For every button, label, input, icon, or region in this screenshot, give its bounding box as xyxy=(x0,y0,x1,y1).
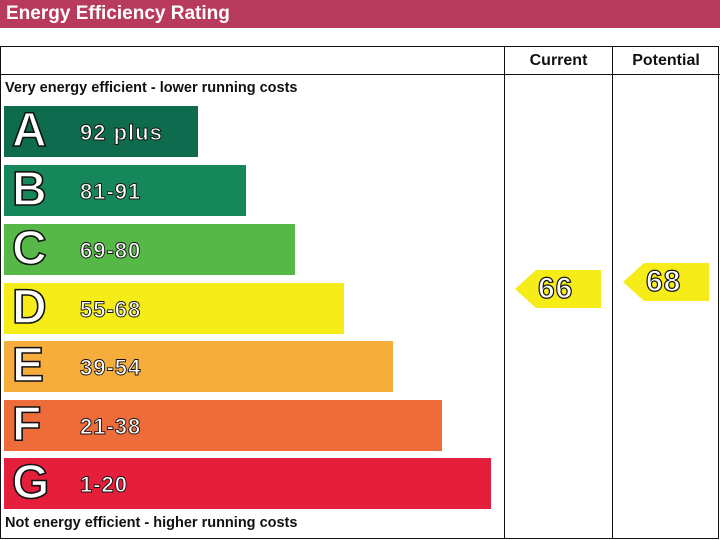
potential-rating-arrow: 68 xyxy=(623,263,709,301)
band-g-letter: G xyxy=(11,455,50,510)
band-f: F 21-38 xyxy=(4,397,442,452)
band-f-letter: F xyxy=(11,397,42,452)
band-e: E 39-54 xyxy=(4,338,393,393)
band-a-letter: A xyxy=(11,103,47,158)
arrow-potential-shape xyxy=(623,263,709,301)
arrow-current-polygon xyxy=(515,270,601,308)
potential-column-header: Potential xyxy=(632,52,700,69)
chart-title: Energy Efficiency Rating xyxy=(0,0,720,28)
band-d-letter: D xyxy=(11,280,47,335)
arrow-current-shape xyxy=(515,270,601,308)
bottom-note: Not energy efficient - higher running co… xyxy=(5,515,298,531)
band-b-letter: B xyxy=(11,162,47,217)
band-c-letter: C xyxy=(11,221,47,276)
band-c-range: 69-80 xyxy=(80,238,142,264)
column-divider-potential xyxy=(612,46,613,539)
arrow-potential-polygon xyxy=(623,263,709,301)
band-a-range: 92 plus xyxy=(80,120,163,146)
header-divider xyxy=(0,74,720,75)
current-rating-value: 66 xyxy=(537,271,574,305)
band-a: A 92 plus xyxy=(4,103,198,158)
band-f-range: 21-38 xyxy=(80,414,142,440)
band-g-range: 1-20 xyxy=(80,472,129,498)
band-b: B 81-91 xyxy=(4,162,246,217)
band-d-range: 55-68 xyxy=(80,297,142,323)
top-note: Very energy efficient - lower running co… xyxy=(5,80,298,96)
rating-table-frame xyxy=(0,46,719,539)
band-b-range: 81-91 xyxy=(80,179,142,205)
band-e-letter: E xyxy=(11,338,45,393)
current-column-header: Current xyxy=(529,52,588,69)
potential-rating-value: 68 xyxy=(645,264,682,298)
band-g: G 1-20 xyxy=(4,455,491,510)
band-d: D 55-68 xyxy=(4,280,344,335)
band-c: C 69-80 xyxy=(4,221,295,276)
column-divider-current xyxy=(504,46,505,539)
current-rating-arrow: 66 xyxy=(515,270,601,308)
band-e-range: 39-54 xyxy=(80,355,142,381)
